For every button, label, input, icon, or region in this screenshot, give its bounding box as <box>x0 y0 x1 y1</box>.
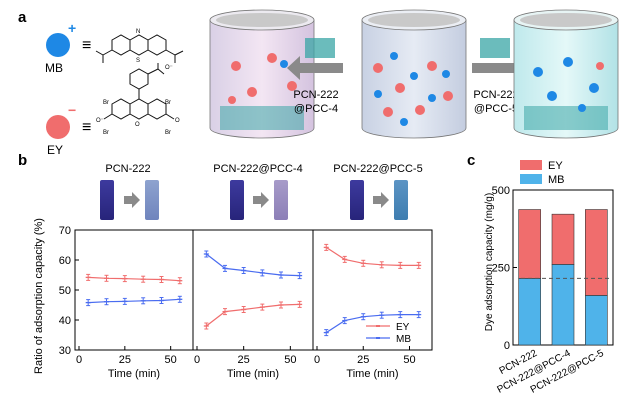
subplot-frame-3 <box>312 229 433 351</box>
legend-label-mb: MB <box>396 334 411 345</box>
vial-arrow-3 <box>373 192 389 208</box>
subplot-title-3: PCN-222@PCC-5 <box>333 163 422 175</box>
vial-3-before <box>350 180 364 220</box>
ey-o-minus-atom: O⁻ <box>96 118 104 124</box>
series-line-mb <box>88 298 180 304</box>
y-tick-label: 500 <box>492 185 510 197</box>
y-tick-label: 40 <box>59 315 71 327</box>
pcc5-framework-icon <box>480 38 510 58</box>
y-tick-label: 30 <box>59 345 71 357</box>
mb-ions-in-solution <box>533 57 599 112</box>
legend-label-ey: EY <box>396 322 410 333</box>
arrow-right-shaft <box>472 63 515 73</box>
bar-segment-ey <box>585 209 608 296</box>
arrow-left-shaft <box>300 63 343 73</box>
arrow-left-label-1: PCN-222 <box>293 89 338 101</box>
vial-1-before <box>100 180 114 220</box>
ey-carboxylate-label: O⁻ <box>165 65 173 71</box>
ey-br-atom-4: Br <box>165 130 171 136</box>
bar-segment-mb <box>585 295 608 346</box>
arrow-right-label-1: PCN-222 <box>473 89 518 101</box>
legend-mb-label: MB <box>548 174 565 186</box>
mb-charge-sign: + <box>68 20 76 36</box>
x-tick-label: 0 <box>194 354 200 366</box>
ey-structure-drawing <box>103 63 175 120</box>
y-tick-label: 0 <box>504 340 510 352</box>
mb-n-atom: N <box>136 29 140 35</box>
legend-ey-swatch <box>520 160 542 170</box>
x-tick-label: 0 <box>314 354 320 366</box>
legend-mb-swatch <box>520 174 542 184</box>
series-line-mb <box>325 314 419 334</box>
x-tick-label: 50 <box>403 354 415 366</box>
subplot-title-2: PCN-222@PCC-4 <box>213 163 302 175</box>
y-tick-label: 50 <box>59 285 71 297</box>
x-tick-label: 25 <box>238 354 250 366</box>
panel-b: b PCN-222 PCN-222@PCC-4 PCN-222@PCC-5 Ra… <box>18 152 433 380</box>
ey-br-atom-1: Br <box>103 100 109 106</box>
x-axis-label: Time (min) <box>346 368 398 380</box>
panel-b-label: b <box>18 152 27 169</box>
panel-a-label: a <box>18 9 27 26</box>
beaker-mixed-dyes <box>361 9 467 139</box>
x-axis-label: Time (min) <box>108 368 160 380</box>
x-axis-label: Time (min) <box>227 368 279 380</box>
mb-structure-drawing <box>95 34 184 63</box>
x-tick-label: 0 <box>76 354 82 366</box>
vials <box>100 180 408 220</box>
ey-ring-o-atom: O <box>135 122 140 128</box>
arrow-right-label-2: @PCC-5 <box>474 103 518 115</box>
subplot-frame-1 <box>74 229 194 351</box>
vial-arrow-2 <box>253 192 269 208</box>
ey-ions-in-solution <box>228 53 297 104</box>
bar-segment-mb <box>551 264 575 346</box>
y-tick-label: 70 <box>59 225 71 237</box>
x-tick-label: 50 <box>165 354 177 366</box>
arrow-left-head <box>287 56 300 80</box>
vial-3-after <box>394 180 408 220</box>
vial-2-after <box>274 180 288 220</box>
pcc4-framework-icon <box>305 38 335 58</box>
ey-br-atom-2: Br <box>165 100 171 106</box>
legend-ey-label: EY <box>548 160 563 172</box>
mb-ion-circle <box>46 33 70 57</box>
x-tick-label: 25 <box>119 354 131 366</box>
series-line-mb <box>205 253 300 277</box>
panel-c-label: c <box>467 152 475 169</box>
vial-2-before <box>230 180 244 220</box>
bar-segment-ey <box>551 213 575 265</box>
panel-c: c EY MB Dye adsorption capacity (mg/g) 0… <box>467 152 614 396</box>
mb-equiv-sign: ≡ <box>82 37 91 54</box>
bar-segment-ey <box>518 209 541 279</box>
subplot-title-1: PCN-222 <box>105 163 150 175</box>
panel-c-ylabel: Dye adsorption capacity (mg/g) <box>484 193 495 331</box>
ey-label: EY <box>47 143 63 157</box>
panel-b-ylabel: Ratio of adsorption capacity (%) <box>33 218 45 374</box>
subplot-frame-2 <box>192 229 314 351</box>
ey-br-atom-3: Br <box>103 130 109 136</box>
series-line-ey <box>205 303 300 327</box>
x-tick-label: 50 <box>284 354 296 366</box>
series-line-ey <box>325 246 419 266</box>
ey-o-atom: O <box>175 118 180 124</box>
beaker-pcc5-result <box>513 9 619 139</box>
x-tick-label: 25 <box>357 354 369 366</box>
line-plots: 0 25 50 Time (min) 30 40 50 60 70 0 25 50 Time (min)… <box>59 225 433 380</box>
ey-equiv-sign: ≡ <box>82 119 91 136</box>
beaker-pcc4-result <box>209 9 315 139</box>
vial-1-after <box>145 180 159 220</box>
bar-segment-mb <box>518 278 541 346</box>
panel-a: a + ≡ MB N S − ≡ EY <box>18 9 619 157</box>
mb-label: MB <box>45 61 63 75</box>
series-line-ey <box>88 276 180 282</box>
ey-ion-circle <box>46 115 70 139</box>
ey-charge-sign: − <box>68 102 76 118</box>
arrow-left-label-2: @PCC-4 <box>294 103 338 115</box>
mb-s-atom: S <box>136 58 140 64</box>
y-tick-label: 60 <box>59 255 71 267</box>
vial-arrow-1 <box>124 192 140 208</box>
y-tick-label: 250 <box>492 263 510 275</box>
